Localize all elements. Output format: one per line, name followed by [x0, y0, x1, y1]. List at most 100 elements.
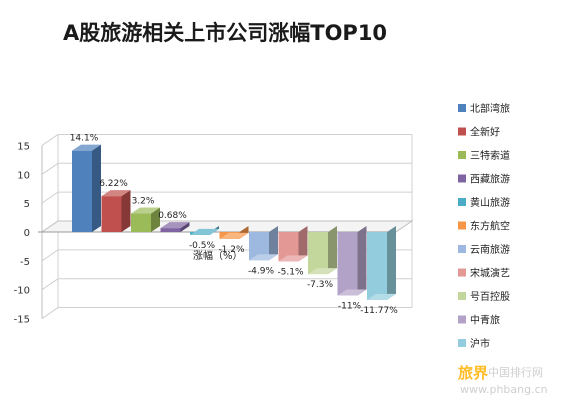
legend-item: 中青旅 — [458, 314, 500, 327]
bar — [367, 226, 396, 300]
bar-cap — [101, 190, 131, 197]
bar-side — [151, 207, 160, 232]
legend-item: 三特索道 — [458, 149, 510, 162]
bar-side — [269, 226, 278, 261]
bar-cap — [249, 254, 278, 261]
bar — [72, 144, 101, 232]
bar-side — [298, 226, 308, 262]
data-label: -11% — [338, 301, 362, 311]
bar — [278, 226, 308, 262]
legend-swatch — [458, 198, 466, 206]
gridline-diagonal — [41, 307, 59, 319]
bar-cap — [160, 222, 190, 229]
legend-swatch — [458, 339, 466, 347]
y-axis: 15 10 5 0 -5 -10 -15 — [14, 141, 30, 325]
legend-swatch — [458, 268, 466, 277]
x-axis-label: 涨幅（%） — [193, 249, 243, 262]
y-tick-label: 10 — [17, 170, 30, 181]
bar — [101, 190, 131, 232]
y-tick-label: -15 — [14, 315, 30, 326]
legend-item: 宋城演艺 — [458, 267, 510, 280]
bar-cap — [367, 293, 396, 300]
legend-label: 中青旅 — [470, 314, 500, 327]
gridline-diagonal — [41, 249, 59, 262]
bars — [72, 144, 396, 300]
bar-front — [308, 232, 328, 275]
data-label: -11.77% — [360, 306, 398, 316]
bar-cap — [219, 232, 249, 239]
y-tick-label: 0 — [24, 228, 30, 239]
bar — [308, 226, 337, 275]
data-label: 3.2% — [132, 197, 155, 207]
legend-item: 沪市 — [458, 337, 490, 350]
legend-item: 云南旅游 — [458, 243, 510, 256]
legend-swatch — [458, 315, 466, 324]
legend-item: 全新好 — [458, 126, 500, 139]
legend-swatch — [458, 221, 466, 230]
bar-front — [101, 196, 122, 232]
legend-swatch — [458, 174, 466, 183]
watermark-url: www.phbang.cn — [460, 383, 548, 396]
bar-cap — [337, 289, 367, 296]
y-tick-label: -5 — [20, 257, 30, 268]
chart-title: A股旅游相关上市公司涨幅TOP10 — [63, 21, 387, 45]
legend-label: 西藏旅游 — [470, 173, 510, 186]
gridline-diagonal — [41, 278, 59, 291]
data-labels: 14.1%6.22%3.2%0.68%-0.5% -1.2%-4.9% -5.1%-… — [70, 134, 399, 316]
bar — [160, 222, 190, 232]
bar — [131, 207, 160, 232]
bar-front — [278, 232, 299, 262]
data-label: -1.2% — [218, 245, 245, 255]
bar-cap — [190, 228, 219, 235]
bar-cap — [308, 268, 337, 275]
legend-item: 北部湾旅 — [458, 102, 510, 115]
legend-label: 北部湾旅 — [470, 102, 510, 115]
gridline-diagonal — [41, 162, 59, 175]
legend-label: 三特索道 — [470, 149, 510, 162]
bar-front — [249, 232, 269, 261]
watermark-brand: 旅界 — [458, 364, 488, 382]
gridline-diagonal — [41, 191, 59, 204]
data-label: 0.68% — [158, 211, 187, 221]
bar — [249, 226, 278, 261]
bar-front — [72, 150, 92, 232]
bar-side — [121, 190, 131, 232]
bar-cap — [72, 144, 101, 151]
legend-label: 东方航空 — [470, 220, 510, 233]
legend-label: 宋城演艺 — [470, 267, 510, 280]
legend-label: 沪市 — [470, 337, 490, 350]
data-label: 14.1% — [70, 134, 99, 144]
legend-label: 黄山旅游 — [470, 196, 510, 209]
bar-front — [160, 228, 181, 232]
bar-front — [131, 213, 151, 232]
y-tick-label: 5 — [24, 199, 30, 210]
bar-side — [92, 144, 101, 232]
legend-swatch — [458, 127, 466, 136]
bar-cap — [278, 255, 308, 262]
watermark: 旅界 中国排行网 www.phbang.cn — [458, 364, 548, 396]
y-tick-label: 15 — [17, 141, 30, 152]
legend-swatch — [458, 292, 466, 300]
legend-item: 东方航空 — [458, 220, 510, 233]
bar-side — [180, 222, 190, 232]
legend-label: 云南旅游 — [470, 243, 510, 256]
legend-swatch — [458, 104, 466, 112]
bar-front — [367, 232, 387, 300]
bar-side — [328, 226, 337, 275]
bar-front — [337, 232, 358, 296]
legend-swatch — [458, 245, 466, 253]
data-label: -0.5% — [189, 241, 216, 251]
bar-side — [387, 226, 396, 300]
bar — [219, 226, 249, 239]
y-tick-label: -10 — [14, 286, 30, 297]
bar — [337, 226, 367, 296]
data-label: -7.3% — [307, 280, 334, 290]
data-label: -5.1% — [277, 267, 304, 277]
legend-item: 黄山旅游 — [458, 196, 510, 209]
legend-item: 号百控股 — [458, 290, 510, 303]
bar-cap — [131, 207, 160, 214]
watermark-site-name: 中国排行网 — [488, 365, 543, 379]
legend-item: 西藏旅游 — [458, 173, 510, 186]
